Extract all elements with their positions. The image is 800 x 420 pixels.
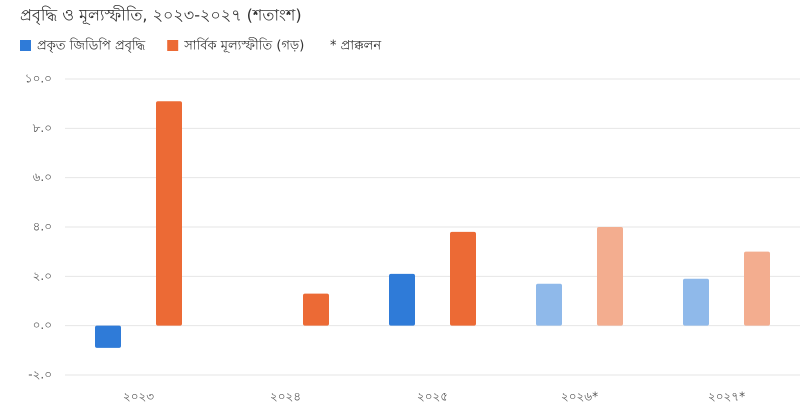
bar [95,325,121,348]
y-tick-label: ৮.০ [33,121,52,135]
legend-swatch [20,40,31,51]
bar [744,251,770,326]
bar [303,293,329,326]
y-tick-label: ১০.০ [25,72,52,86]
chart-title: প্রবৃদ্ধি ও মূল্যস্ফীতি, ২০২৩-২০২৭ (শতাং… [20,6,302,26]
bar [156,101,182,326]
legend-label: সার্বিক মূল্যস্ফীতি (গড়) [183,38,304,54]
x-tick-label: ২০২৩ [123,390,154,404]
x-tick-label: ২০২৬* [561,390,598,404]
y-tick-label: ৪.০ [33,220,52,234]
y-tick-label: -২.০ [28,368,52,382]
legend-label: প্রকৃত জিডিপি প্রবৃদ্ধি [37,38,146,54]
bar [536,283,562,326]
bar [450,231,476,326]
legend-note: * প্রাক্কলন [330,39,381,54]
x-tick-label: ২০২৭* [708,390,745,404]
y-tick-label: ০.০ [33,318,52,332]
x-tick-label: ২০২৪ [270,390,301,404]
y-tick-label: ২.০ [33,269,52,283]
x-tick-label: ২০২৫ [417,390,448,404]
bar [597,227,623,326]
y-tick-label: ৬.০ [33,170,52,184]
legend-swatch [167,40,179,51]
bar [683,278,709,326]
bar [389,273,415,326]
